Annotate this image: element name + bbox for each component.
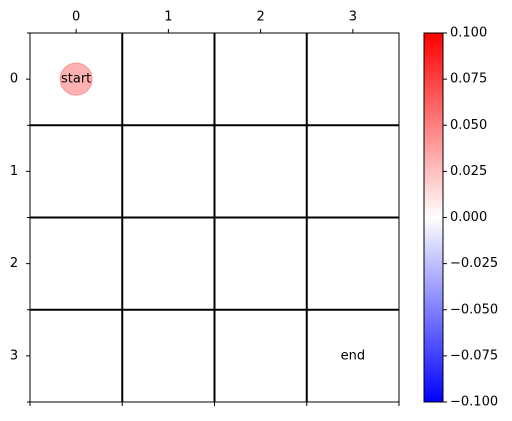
heatmap-cell-2-0 <box>30 218 122 310</box>
colorbar-tick-label: 0.025 <box>450 164 487 179</box>
colorbar-tick-label: 0.100 <box>450 26 487 41</box>
x-tick-label: 2 <box>256 10 264 25</box>
colorbar-tick-label: 0.050 <box>450 118 487 133</box>
colorbar-gradient <box>424 33 443 402</box>
colorbar-tick-label: −0.050 <box>450 302 498 317</box>
heatmap-cell-2-1 <box>122 218 214 310</box>
heatmap-cell-3-1 <box>122 310 214 402</box>
heatmap-cell-2-2 <box>215 218 307 310</box>
heatmap-cell-3-2 <box>215 310 307 402</box>
heatmap-cell-1-0 <box>30 125 122 217</box>
heatmap-cell-1-1 <box>122 125 214 217</box>
colorbar: 0.100 0.075 0.050 0.025 0.000 −0.025 −0.050 −0.… <box>424 26 498 410</box>
heatmap-cell-0-3 <box>307 33 399 125</box>
x-tick-label: 3 <box>349 10 357 25</box>
heatmap-cell-0-2 <box>215 33 307 125</box>
colorbar-tick-label: −0.025 <box>450 256 498 271</box>
marker-end-label: end <box>341 348 366 363</box>
heatmap-cell-0-1 <box>122 33 214 125</box>
x-tick-label: 1 <box>164 10 172 25</box>
y-tick-label: 0 <box>10 72 18 87</box>
y-tick-label: 1 <box>10 164 18 179</box>
colorbar-tick-label: −0.075 <box>450 348 498 363</box>
colorbar-tick-label: −0.100 <box>450 395 498 410</box>
y-tick-label: 3 <box>10 348 18 363</box>
heatmap-cell-2-3 <box>307 218 399 310</box>
heatmap-cell-1-2 <box>215 125 307 217</box>
plot-area: 0 1 2 3 0 1 2 3 start end <box>10 10 399 407</box>
colorbar-tick-label: 0.075 <box>450 72 487 87</box>
heatmap-cell-3-0 <box>30 310 122 402</box>
y-tick-label: 2 <box>10 256 18 271</box>
colorbar-tick-label: 0.000 <box>450 210 487 225</box>
heatmap-cell-1-3 <box>307 125 399 217</box>
marker-start-label: start <box>61 72 91 87</box>
x-tick-label: 0 <box>72 10 80 25</box>
